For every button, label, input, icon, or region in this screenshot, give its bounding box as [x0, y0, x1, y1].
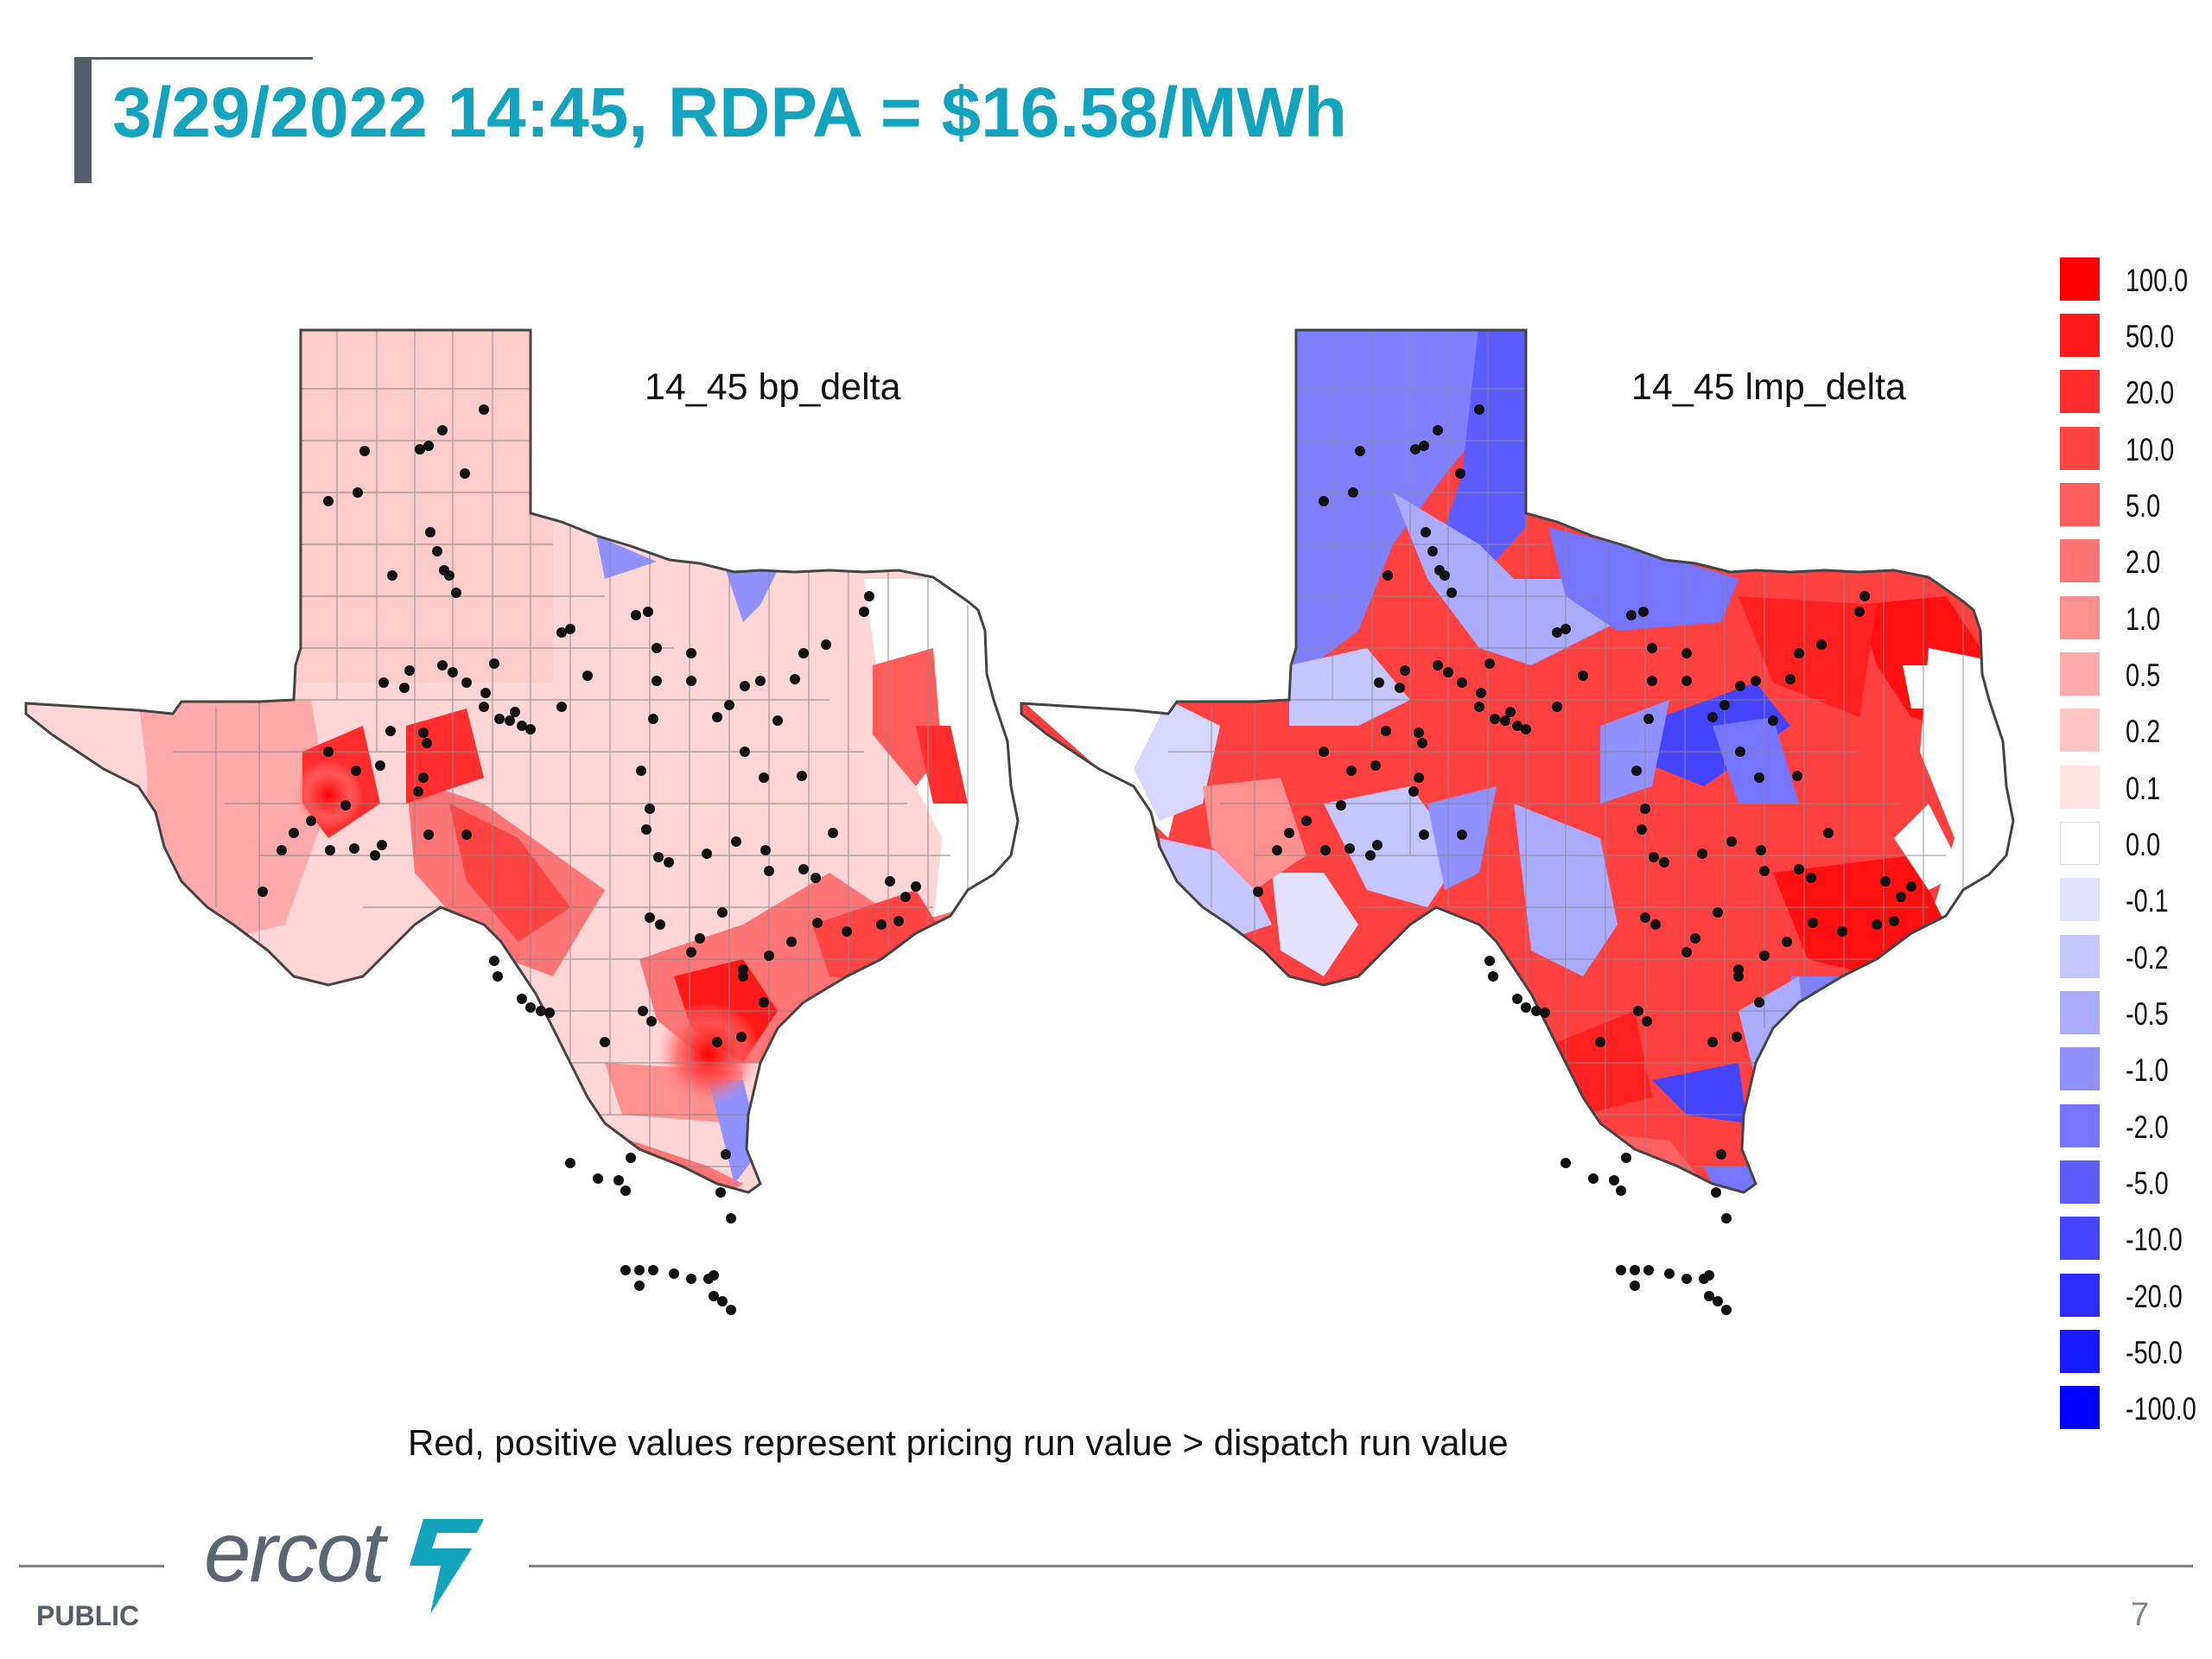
legend-swatch	[2060, 1386, 2100, 1429]
title-accent-top	[74, 57, 313, 60]
legend-item: 1.0	[2060, 596, 2198, 639]
bp-delta-map-label: 14_45 bp_delta	[645, 366, 901, 408]
legend-label: 0.5	[2126, 658, 2161, 693]
classification-label: PUBLIC	[36, 1600, 140, 1631]
legend-swatch	[2060, 483, 2100, 526]
legend-swatch	[2060, 652, 2100, 696]
legend-label: -2.0	[2126, 1109, 2169, 1145]
legend-item: -100.0	[2060, 1386, 2198, 1429]
legend-item: -5.0	[2060, 1160, 2198, 1204]
map-caption: Red, positive values represent pricing r…	[408, 1422, 1509, 1463]
ercot-logo: ercot	[204, 1504, 385, 1599]
slide-title: 3/29/2022 14:45, RDPA = $16.58/MWh	[112, 73, 1347, 152]
legend-item: 0.1	[2060, 766, 2198, 809]
legend-item: 10.0	[2060, 427, 2198, 470]
legend-swatch	[2060, 1160, 2100, 1204]
legend-item: 0.5	[2060, 652, 2198, 696]
legend-label: 0.0	[2126, 827, 2161, 862]
legend-label: 5.0	[2126, 488, 2161, 524]
legend-label: 0.2	[2126, 714, 2161, 749]
legend-item: 5.0	[2060, 483, 2198, 526]
legend-item: 2.0	[2060, 539, 2198, 582]
legend-swatch	[2060, 596, 2100, 639]
legend-item: -50.0	[2060, 1330, 2198, 1373]
legend-label: 10.0	[2126, 432, 2175, 467]
legend-swatch	[2060, 1274, 2100, 1317]
bp-delta-node-markers	[257, 404, 921, 1315]
footer-divider-right	[529, 1565, 2193, 1567]
legend-swatch	[2060, 539, 2100, 582]
legend-item: 50.0	[2060, 314, 2198, 357]
legend-label: 2.0	[2126, 544, 2161, 580]
legend-swatch	[2060, 314, 2100, 357]
legend-swatch	[2060, 822, 2100, 865]
legend-item: -2.0	[2060, 1104, 2198, 1147]
ercot-bolt-icon	[397, 1514, 493, 1622]
legend-swatch	[2060, 1217, 2100, 1260]
legend-label: -1.0	[2126, 1052, 2169, 1088]
legend-label: -5.0	[2126, 1166, 2169, 1201]
lmp-delta-map: 14_45 lmp_delta	[995, 320, 2032, 1339]
legend-label: 20.0	[2126, 375, 2175, 410]
lmp-delta-map-graphic	[1020, 328, 2015, 1315]
legend-item: -20.0	[2060, 1274, 2198, 1317]
legend-swatch	[2060, 1104, 2100, 1147]
legend-item: -10.0	[2060, 1217, 2198, 1260]
legend-label: -20.0	[2126, 1279, 2183, 1314]
page-number: 7	[2131, 1597, 2150, 1633]
legend-swatch	[2060, 427, 2100, 470]
title-accent-bar	[74, 57, 92, 183]
bp-delta-map: 14_45 bp_delta	[0, 320, 1037, 1339]
legend-swatch	[2060, 1330, 2100, 1373]
legend-label: 50.0	[2126, 319, 2175, 354]
legend-item: -1.0	[2060, 1047, 2198, 1090]
legend-item: 100.0	[2060, 257, 2198, 301]
lmp-delta-node-markers	[1253, 404, 1916, 1315]
bp-delta-map-graphic	[24, 328, 1020, 1315]
legend-label: -10.0	[2126, 1222, 2183, 1257]
legend-label: -100.0	[2126, 1391, 2196, 1427]
legend-swatch	[2060, 935, 2100, 978]
footer-divider-left	[19, 1565, 164, 1567]
legend-label: -0.1	[2126, 883, 2169, 918]
legend-item: 20.0	[2060, 370, 2198, 413]
legend-label: 1.0	[2126, 601, 2161, 637]
lmp-delta-map-label: 14_45 lmp_delta	[1631, 366, 1906, 408]
legend-swatch	[2060, 370, 2100, 413]
legend-item: -0.5	[2060, 991, 2198, 1034]
legend-label: 100.0	[2126, 263, 2189, 298]
legend-swatch	[2060, 766, 2100, 809]
legend-label: -50.0	[2126, 1335, 2183, 1370]
legend-swatch	[2060, 1047, 2100, 1090]
legend-swatch	[2060, 991, 2100, 1034]
legend-swatch	[2060, 878, 2100, 921]
legend-item: -0.2	[2060, 935, 2198, 978]
legend-item: -0.1	[2060, 878, 2198, 921]
legend-label: -0.5	[2126, 996, 2169, 1032]
legend-label: 0.1	[2126, 771, 2161, 806]
legend-label: -0.2	[2126, 940, 2169, 976]
legend-swatch	[2060, 257, 2100, 301]
legend-swatch	[2060, 709, 2100, 752]
legend-item: 0.2	[2060, 709, 2198, 752]
legend-item: 0.0	[2060, 822, 2198, 865]
